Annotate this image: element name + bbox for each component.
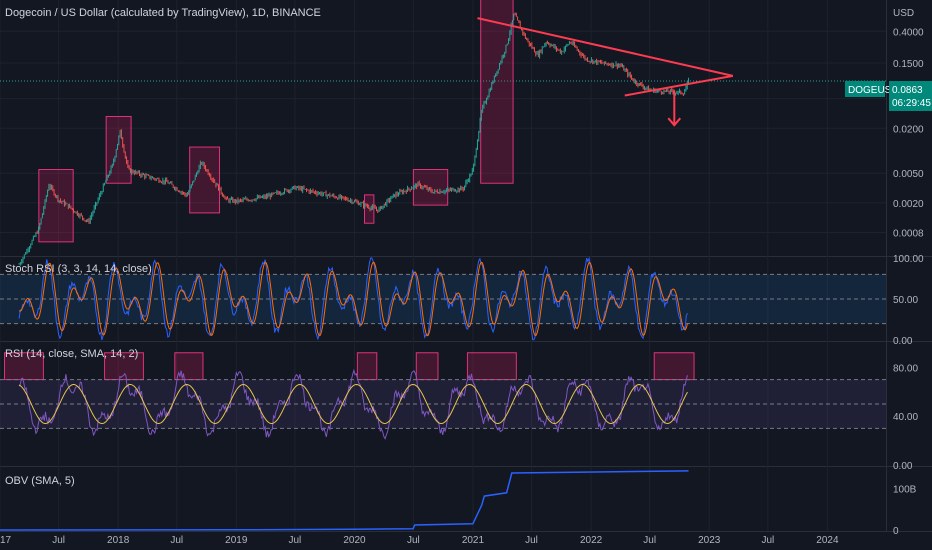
time-tick-label: 2019 xyxy=(225,535,248,546)
time-tick-label: Jul xyxy=(289,535,302,546)
symbol-tag: DOGEUSD xyxy=(848,85,899,96)
obv-line xyxy=(0,470,689,531)
stoch-d-line xyxy=(18,261,688,337)
price-tick-label: 0.0008 xyxy=(893,229,924,240)
triangle-upper-line[interactable] xyxy=(477,17,734,77)
time-tick-label: 2018 xyxy=(107,535,130,546)
price-tag-countdown: 06:29:45 xyxy=(892,98,931,109)
time-tick-label: 2020 xyxy=(343,535,366,546)
rsi-highlight-boxes[interactable] xyxy=(4,352,695,381)
rsi-highlight-box[interactable] xyxy=(174,352,204,381)
obv-pane[interactable]: 100B 0 xyxy=(0,470,917,537)
time-tick-label: 2017 xyxy=(0,535,12,546)
price-highlight-box[interactable] xyxy=(480,0,514,184)
time-tick-label: Jul xyxy=(170,535,183,546)
price-highlight-box[interactable] xyxy=(363,194,375,224)
breakdown-arrow-head[interactable] xyxy=(667,117,682,127)
time-tick-label: 2021 xyxy=(462,535,485,546)
rsi-highlight-box[interactable] xyxy=(415,352,439,381)
chart-title: Dogecoin / US Dollar (calculated by Trad… xyxy=(5,7,321,19)
rsi-highlight-box[interactable] xyxy=(356,352,378,381)
rsi-ma-line xyxy=(18,383,688,425)
rsi-pane[interactable]: 80.00 40.00 0.00 xyxy=(0,363,918,472)
rsi-highlight-box[interactable] xyxy=(4,352,44,381)
rsi-tick-label: 40.00 xyxy=(893,412,918,423)
time-tick-label: Jul xyxy=(525,535,538,546)
stoch-tick-label: 100.00 xyxy=(893,254,924,265)
price-tick-label: 0.4000 xyxy=(893,27,924,38)
rsi-highlight-box[interactable] xyxy=(653,352,695,381)
time-tick-label: 2023 xyxy=(698,535,721,546)
stoch-rsi-pane[interactable]: 100.00 50.00 0.00 xyxy=(0,254,924,347)
price-candles xyxy=(18,12,690,266)
time-tick-label: 2022 xyxy=(580,535,603,546)
price-tag-value: 0.0863 xyxy=(892,85,923,96)
price-tick-label: 0.1500 xyxy=(893,59,924,70)
stoch-k-line xyxy=(18,256,688,341)
rsi-label: RSI (14, close, SMA, 14, 2) xyxy=(5,348,138,360)
rsi-tick-label: 80.00 xyxy=(893,363,918,374)
stoch-tick-label: 50.00 xyxy=(893,295,918,306)
time-tick-label: Jul xyxy=(761,535,774,546)
time-tick-label: Jul xyxy=(52,535,65,546)
price-tick-label: 0.0050 xyxy=(893,169,924,180)
price-tick-label: 0.0020 xyxy=(893,199,924,210)
price-axis-unit: USD xyxy=(893,8,914,19)
rsi-tick-label: 0.00 xyxy=(893,461,913,472)
last-price-tag: DOGEUSD 0.0863 06:29:45 xyxy=(845,81,932,111)
rsi-line xyxy=(18,368,688,440)
time-axis[interactable]: 2017 Jul 2018 Jul 2019 Jul 2020 Jul 2021 Jul 2022 J… xyxy=(0,535,839,546)
symbol-tag-bg xyxy=(845,81,885,97)
price-tick-label: 0.0200 xyxy=(893,124,924,135)
time-tick-label: Jul xyxy=(407,535,420,546)
obv-label: OBV (SMA, 5) xyxy=(5,475,75,487)
time-tick-label: Jul xyxy=(643,535,656,546)
rsi-highlight-box[interactable] xyxy=(466,352,517,381)
time-tick-label: 2024 xyxy=(816,535,839,546)
stoch-rsi-label: Stoch RSI (3, 3, 14, 14, close) xyxy=(5,263,152,275)
obv-tick-label: 100B xyxy=(893,485,917,496)
price-tag-bg xyxy=(889,81,932,111)
price-axis[interactable]: 0.40000.15000.05000.02000.00500.00200.00… xyxy=(893,27,924,239)
obv-tick-label: 0 xyxy=(893,526,899,537)
price-highlight-box[interactable] xyxy=(105,115,132,184)
stoch-tick-label: 0.00 xyxy=(893,336,913,347)
triangle-lower-line[interactable] xyxy=(624,74,734,97)
triangle-pattern[interactable] xyxy=(477,17,734,127)
